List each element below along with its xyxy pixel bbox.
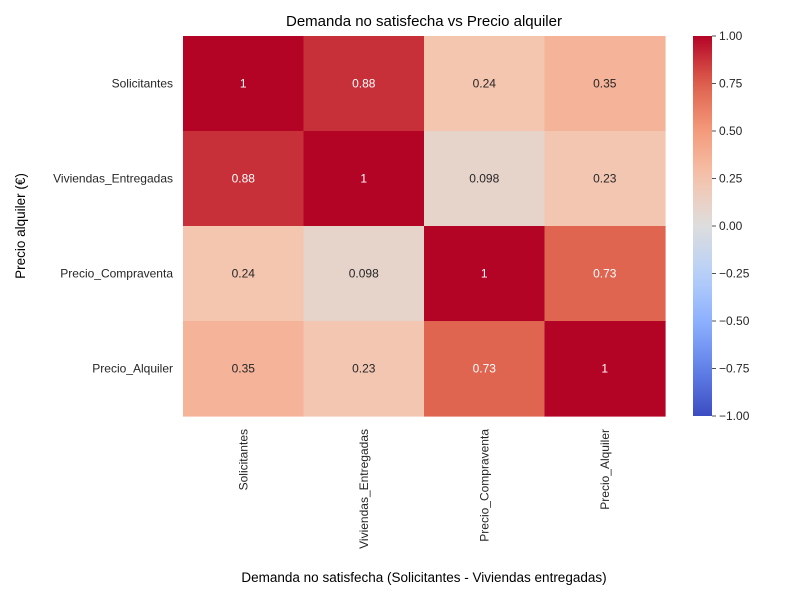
y-axis-label: Precio alquiler (€) [13, 173, 28, 279]
y-tick-labels: Solicitantes Viviendas_Entregadas Precio_C… [53, 77, 173, 376]
cell-value-label: 1 [481, 267, 488, 281]
chart-title: Demanda no satisfecha vs Precio alquiler [286, 13, 562, 30]
heatmap-cell [544, 131, 666, 227]
x-tick-label: Solicitantes [236, 429, 250, 490]
cell-value-label: 0.23 [352, 362, 376, 376]
heatmap-cell [424, 226, 546, 322]
colorbar-tick-label: −0.25 [719, 267, 750, 281]
cell-value-label: 0.35 [593, 77, 617, 91]
colorbar-tick-label: 0.75 [719, 77, 743, 91]
colorbar-ticks: 1.00 0.75 0.50 0.25 0.00 −0.25 −0.50 −0.75 −1.00 [712, 29, 750, 423]
heatmap-cell [303, 321, 425, 417]
heatmap-cell [183, 226, 305, 322]
y-tick-label: Precio_Alquiler [92, 362, 173, 376]
heatmap-cells: 1 0.88 0.24 0.35 0.88 1 0.098 0.23 0.24 0.098 1 0.7… [183, 36, 666, 417]
heatmap-cell [303, 131, 425, 227]
heatmap-cell [424, 36, 546, 132]
colorbar [693, 36, 712, 416]
heatmap-cell [544, 36, 666, 132]
heatmap-cell [424, 321, 546, 417]
cell-value-label: 0.098 [349, 267, 379, 281]
y-tick-label: Viviendas_Entregadas [53, 172, 173, 186]
cell-value-label: 0.098 [469, 172, 499, 186]
x-tick-label: Viviendas_Entregadas [357, 429, 371, 549]
x-tick-label: Precio_Alquiler [598, 429, 612, 510]
cell-value-label: 0.88 [352, 77, 376, 91]
colorbar-tick-label: −0.50 [719, 314, 750, 328]
heatmap-cell [303, 36, 425, 132]
colorbar-tick-label: 0.50 [719, 124, 743, 138]
cell-value-label: 0.23 [593, 172, 617, 186]
x-axis-label: Demanda no satisfecha (Solicitantes - Vi… [241, 570, 606, 585]
cell-value-label: 0.24 [232, 267, 256, 281]
colorbar-tick-label: 0.25 [719, 172, 743, 186]
cell-value-label: 1 [601, 362, 608, 376]
cell-value-label: 0.88 [232, 172, 256, 186]
x-tick-labels: Solicitantes Viviendas_Entregadas Precio_C… [236, 429, 612, 549]
cell-value-label: 0.24 [473, 77, 497, 91]
y-tick-label: Precio_Compraventa [60, 267, 173, 281]
colorbar-tick-label: 0.00 [719, 219, 743, 233]
cell-value-label: 1 [360, 172, 367, 186]
heatmap-cell [544, 226, 666, 322]
heatmap-cell [183, 36, 305, 132]
cell-value-label: 0.35 [232, 362, 256, 376]
y-tick-label: Solicitantes [112, 77, 173, 91]
colorbar-tick-label: −0.75 [719, 362, 750, 376]
heatmap-cell [544, 321, 666, 417]
heatmap-cell [183, 131, 305, 227]
cell-value-label: 0.73 [593, 267, 617, 281]
heatmap-cell [424, 131, 546, 227]
heatmap-cell [183, 321, 305, 417]
colorbar-tick-label: 1.00 [719, 29, 743, 43]
cell-value-label: 0.73 [473, 362, 497, 376]
heatmap-cell [303, 226, 425, 322]
colorbar-tick-label: −1.00 [719, 409, 750, 423]
x-tick-label: Precio_Compraventa [477, 429, 491, 542]
cell-value-label: 1 [240, 77, 247, 91]
